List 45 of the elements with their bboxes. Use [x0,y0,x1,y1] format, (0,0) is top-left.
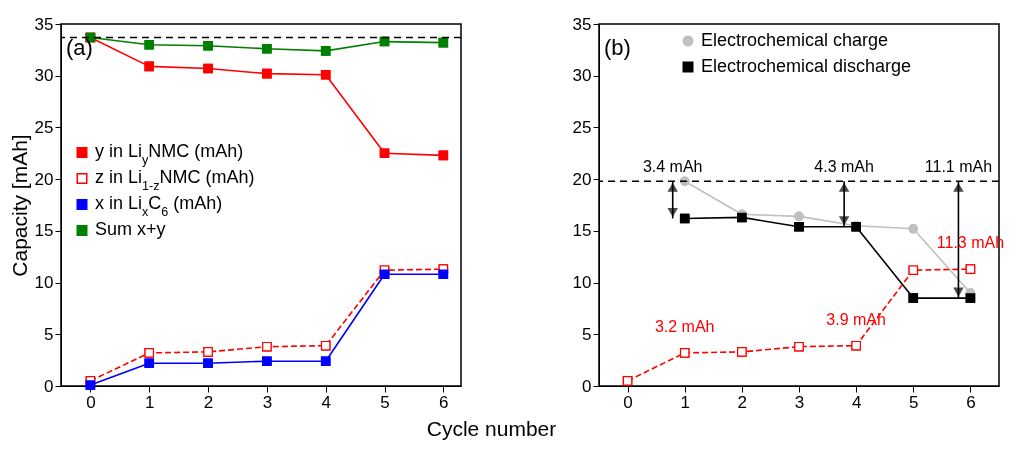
x-tick-label: 5 [380,392,390,412]
x-tick-label: 2 [737,392,748,412]
y-tick-label: 0 [44,376,54,396]
annotation: 3.4 mAh [642,158,703,176]
y-axis-title: Capacity [mAh] [7,134,31,277]
legend-label: Electrochemical charge [701,30,889,50]
y-tick-label: 35 [34,14,54,34]
x-axis-title: Cycle number [426,416,557,440]
y-tick-label: 20 [572,169,592,189]
text: (a) [66,35,93,60]
x-tick-label: 5 [909,392,919,412]
legend-label: x in Li$_{x}$C$_{6}$ (mAh) [95,193,223,220]
annotation: 4.3 mAh [814,158,874,176]
x-tick-label: 0 [623,392,633,412]
x-tick-label: 1 [145,392,155,412]
y-tick-label: 10 [572,273,592,293]
legend-label: y in Li$_{y}$NMC (mAh) [95,141,244,168]
x-tick-label: 2 [203,392,214,412]
x-tick-label: 1 [680,392,690,412]
legend-label: z in Li$_{1-z}$NMC (mAh) [95,167,255,194]
y-tick-label: 25 [572,117,592,137]
x-tick-label: 3 [262,392,273,412]
annotation: 11.1 mAh [924,158,993,176]
legend-label: Electrochemical discharge [701,56,912,76]
y-tick-label: 20 [34,169,54,189]
x-tick-label: 3 [794,392,805,412]
annotation: 3.9 mAh [826,310,886,328]
x-tick-label: 6 [439,392,449,412]
text: (b) [604,35,631,60]
y-tick-label: 15 [34,221,54,241]
y-tick-label: 35 [572,14,592,34]
y-tick-label: 25 [34,117,54,137]
annotation: 3.2 mAh [654,317,715,335]
x-tick-label: 4 [321,392,331,412]
y-tick-label: 30 [34,66,54,86]
y-tick-label: 0 [582,376,592,396]
y-tick-label: 30 [572,66,592,86]
x-tick-label: 0 [86,392,96,412]
y-tick-label: 5 [582,324,592,344]
y-tick-label: 15 [572,221,592,241]
y-tick-label: 5 [44,324,54,344]
x-tick-label: 4 [851,392,862,412]
y-tick-label: 10 [34,273,54,293]
legend-label: Sum x+y [95,219,166,240]
x-tick-label: 6 [966,392,976,412]
